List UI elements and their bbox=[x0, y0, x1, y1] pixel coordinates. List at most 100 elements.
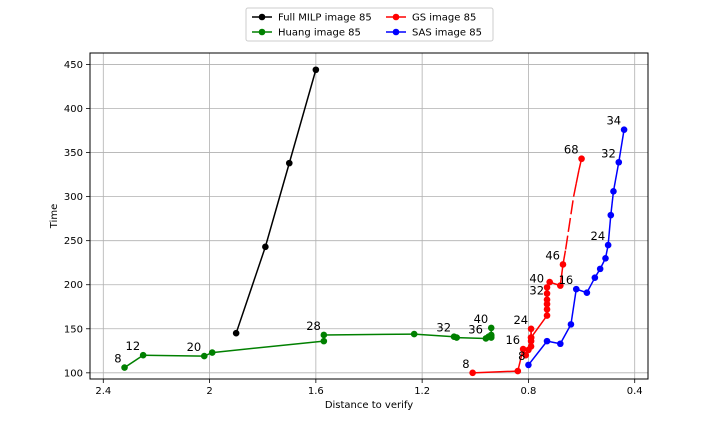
series-line-segment bbox=[124, 354, 144, 369]
series-line-segment bbox=[323, 333, 415, 336]
data-point bbox=[514, 367, 522, 375]
x-tick-label: 2 bbox=[206, 386, 212, 397]
data-label: 34 bbox=[606, 114, 621, 128]
data-point bbox=[453, 334, 460, 341]
data-point bbox=[546, 278, 553, 286]
plot-series bbox=[121, 66, 628, 377]
y-tick-label: 200 bbox=[64, 280, 83, 291]
data-label: 36 bbox=[468, 322, 483, 336]
data-point bbox=[285, 159, 293, 167]
x-tick-label: 1.6 bbox=[308, 386, 324, 397]
data-label: 68 bbox=[564, 143, 579, 157]
legend-label: SAS image 85 bbox=[412, 28, 482, 39]
data-point bbox=[578, 155, 585, 163]
series-line-segment bbox=[143, 354, 205, 357]
series-line-segment bbox=[570, 196, 575, 215]
y-axis-label: Time bbox=[49, 204, 60, 229]
series-line-segment bbox=[572, 183, 577, 197]
data-point bbox=[232, 329, 240, 337]
series-line-segment bbox=[559, 264, 564, 286]
y-tick-label: 450 bbox=[64, 60, 83, 71]
y-tick-label: 100 bbox=[64, 368, 83, 379]
series-line-segment bbox=[570, 289, 577, 325]
legend-box bbox=[245, 7, 494, 42]
data-point bbox=[139, 351, 147, 359]
data-label: 8 bbox=[518, 349, 525, 363]
series-line-segment bbox=[527, 340, 548, 366]
legend: Full MILP image 85 Huang image 85 GS image… bbox=[245, 7, 494, 42]
grid bbox=[90, 53, 648, 379]
data-point bbox=[620, 126, 628, 133]
series-line-segment bbox=[618, 129, 625, 163]
series-2 bbox=[469, 155, 585, 377]
data-point bbox=[262, 243, 269, 251]
data-point bbox=[487, 331, 495, 339]
x-axis-label: Distance to verify bbox=[325, 400, 413, 411]
x-tick-label: 1.2 bbox=[414, 386, 430, 397]
data-point bbox=[572, 285, 580, 293]
data-point bbox=[596, 265, 604, 273]
data-point bbox=[522, 351, 530, 359]
data-point bbox=[557, 282, 564, 289]
data-point bbox=[557, 340, 564, 348]
y-tick-label: 250 bbox=[64, 236, 83, 247]
data-label: 32 bbox=[529, 284, 544, 298]
data-point bbox=[320, 331, 328, 339]
series-line-segment bbox=[414, 333, 455, 338]
data-point bbox=[559, 261, 567, 268]
data-label: 16 bbox=[559, 273, 574, 287]
series-line-segment bbox=[530, 315, 548, 339]
legend-item: Huang image 85 bbox=[252, 28, 361, 39]
y-tick-label: 350 bbox=[64, 148, 83, 159]
data-point bbox=[208, 349, 216, 356]
data-point bbox=[469, 369, 476, 377]
data-point bbox=[602, 254, 609, 262]
data-label: 24 bbox=[513, 313, 528, 327]
data-point bbox=[312, 66, 320, 74]
x-tick-label: 0.4 bbox=[627, 386, 643, 397]
series-line-segment bbox=[607, 215, 612, 246]
data-point bbox=[591, 274, 599, 281]
data-point bbox=[527, 334, 535, 341]
data-point bbox=[543, 290, 551, 297]
data-point bbox=[200, 352, 208, 360]
data-label: 32 bbox=[436, 321, 451, 335]
series-line-segment bbox=[612, 162, 620, 192]
data-point bbox=[543, 312, 551, 319]
plot-frame bbox=[89, 52, 649, 380]
data-point bbox=[567, 321, 575, 328]
data-label: 20 bbox=[187, 340, 202, 354]
data-label: 46 bbox=[545, 248, 560, 262]
data-label: 16 bbox=[505, 333, 520, 347]
data-point bbox=[320, 337, 328, 345]
data-label: 8 bbox=[462, 357, 469, 371]
series-line-segment bbox=[235, 246, 267, 334]
data-point bbox=[604, 241, 612, 249]
data-label: 32 bbox=[601, 146, 616, 160]
data-point bbox=[543, 296, 551, 304]
legend-marker bbox=[258, 28, 266, 36]
legend-item: GS image 85 bbox=[386, 13, 476, 24]
series-line-segment bbox=[567, 214, 572, 232]
series-line-segment bbox=[264, 162, 291, 248]
series-1 bbox=[121, 324, 495, 371]
data-point bbox=[519, 345, 527, 353]
x-tick-label: 2.4 bbox=[95, 386, 111, 397]
axis-ticks: 2.4 2 1.6 1.2 0.8 0.4 100 150 200 250 300 350 400 450 bbox=[64, 60, 643, 397]
legend-label: Full MILP image 85 bbox=[278, 13, 372, 24]
data-label: 40 bbox=[529, 271, 544, 285]
legend-marker bbox=[392, 28, 400, 36]
data-point bbox=[525, 361, 532, 369]
data-point bbox=[543, 337, 551, 345]
legend-label: GS image 85 bbox=[412, 13, 476, 24]
series-line-segment bbox=[517, 348, 524, 372]
legend-item: SAS image 85 bbox=[386, 28, 482, 39]
y-tick-label: 400 bbox=[64, 104, 83, 115]
x-tick-label: 0.8 bbox=[520, 386, 536, 397]
y-tick-label: 300 bbox=[64, 192, 83, 203]
series-3 bbox=[525, 126, 628, 369]
y-tick-label: 150 bbox=[64, 324, 83, 335]
legend-marker bbox=[258, 13, 266, 21]
series-line-segment bbox=[288, 69, 317, 164]
